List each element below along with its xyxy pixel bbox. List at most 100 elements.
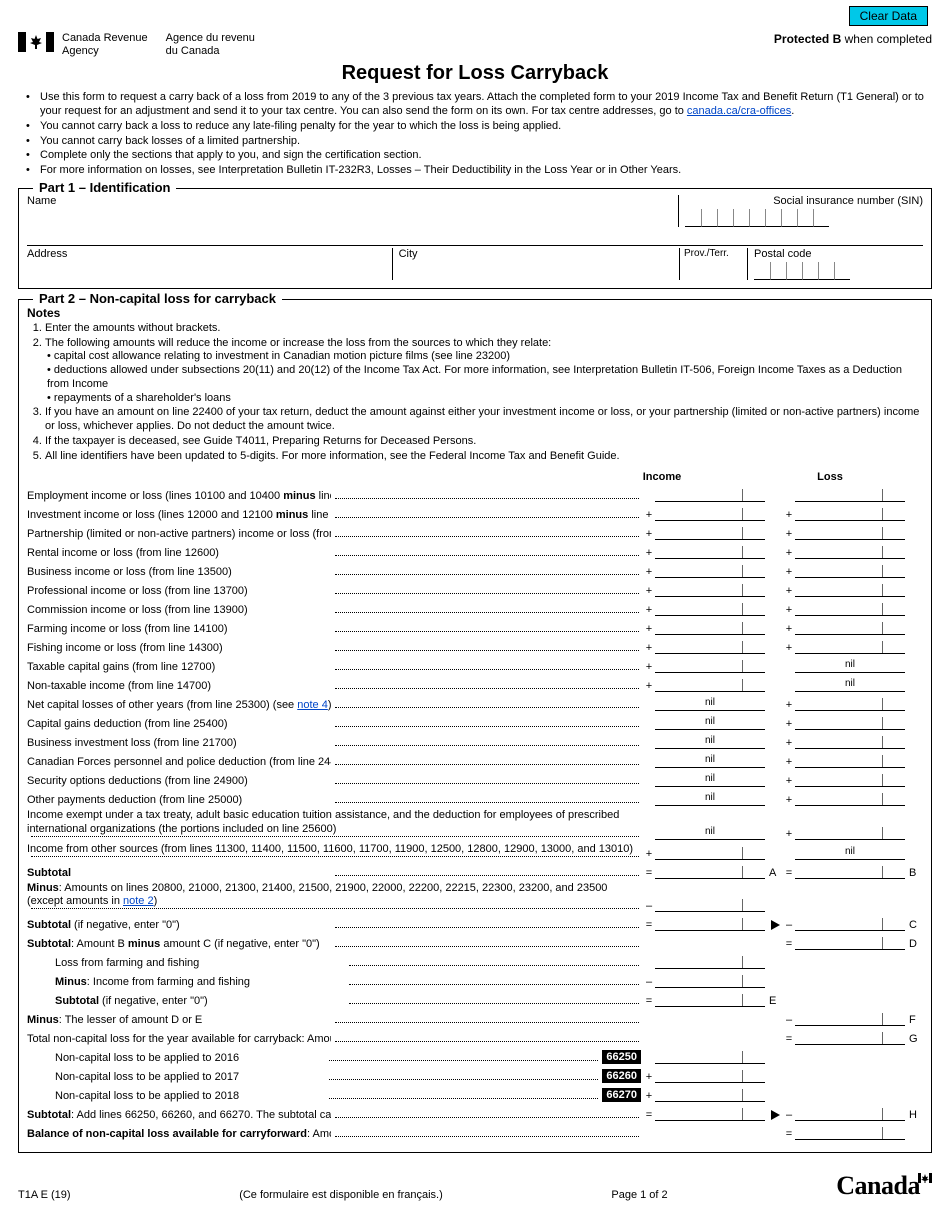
cra-offices-link[interactable]: canada.ca/cra-offices bbox=[687, 105, 791, 117]
french-note: (Ce formulaire est disponible en françai… bbox=[239, 1189, 443, 1201]
sin-input[interactable] bbox=[685, 209, 923, 227]
calc-line: Business investment loss (from line 2170… bbox=[27, 733, 923, 749]
loss-field[interactable] bbox=[795, 864, 905, 879]
calc-line: Business income or loss (from line 13500… bbox=[27, 562, 923, 578]
income-field[interactable]: nil bbox=[655, 825, 765, 840]
loss-field[interactable] bbox=[795, 734, 905, 749]
loss-field[interactable] bbox=[795, 696, 905, 711]
calc-line: Non-capital loss to be applied to 201766… bbox=[27, 1067, 923, 1083]
loss-field[interactable] bbox=[795, 772, 905, 787]
agency-block: Canada RevenueAgency Agence du revenudu … bbox=[18, 32, 255, 58]
loss-field[interactable] bbox=[795, 525, 905, 540]
loss-field[interactable] bbox=[795, 791, 905, 806]
income-field[interactable] bbox=[655, 639, 765, 654]
note4-link[interactable]: note 4 bbox=[297, 699, 328, 711]
income-field[interactable] bbox=[655, 845, 765, 860]
intro-bullet-1: Use this form to request a carry back of… bbox=[32, 91, 932, 119]
calc-line: Minus: The lesser of amount D or E–F bbox=[27, 1010, 923, 1026]
income-field[interactable] bbox=[655, 916, 765, 931]
income-field[interactable] bbox=[655, 677, 765, 692]
amount-field[interactable] bbox=[655, 1087, 765, 1102]
income-field[interactable] bbox=[655, 487, 765, 502]
calc-line: Subtotal: Add lines 66250, 66260, and 66… bbox=[27, 1105, 923, 1121]
loss-field[interactable] bbox=[795, 916, 905, 931]
amount-field[interactable] bbox=[655, 992, 765, 1007]
loss-field[interactable] bbox=[795, 1011, 905, 1026]
income-field[interactable]: nil bbox=[655, 772, 765, 787]
calc-line: Subtotal=A=B bbox=[27, 863, 923, 879]
income-field[interactable] bbox=[655, 601, 765, 616]
note-2a: capital cost allowance relating to inves… bbox=[47, 350, 923, 364]
triangle-icon bbox=[771, 920, 780, 930]
income-field[interactable]: nil bbox=[655, 791, 765, 806]
amount-field[interactable] bbox=[655, 1068, 765, 1083]
loss-field[interactable] bbox=[795, 1125, 905, 1140]
loss-field[interactable] bbox=[795, 506, 905, 521]
loss-field[interactable]: nil bbox=[795, 658, 905, 673]
calc-line: Farming income or loss (from line 14100)… bbox=[27, 619, 923, 635]
calc-line: Other payments deduction (from line 2500… bbox=[27, 790, 923, 806]
postal-input[interactable] bbox=[754, 262, 923, 280]
amount-field[interactable] bbox=[655, 1106, 765, 1121]
loss-field[interactable] bbox=[795, 1106, 905, 1121]
loss-field[interactable] bbox=[795, 544, 905, 559]
loss-field[interactable]: nil bbox=[795, 677, 905, 692]
calc-line: Security options deductions (from line 2… bbox=[27, 771, 923, 787]
loss-field[interactable] bbox=[795, 601, 905, 616]
loss-field[interactable] bbox=[795, 825, 905, 840]
calc-line: Balance of non-capital loss available fo… bbox=[27, 1124, 923, 1140]
income-field[interactable] bbox=[655, 582, 765, 597]
income-field[interactable] bbox=[655, 544, 765, 559]
calc-line: Loss from farming and fishing bbox=[27, 953, 923, 969]
intro-bullet-2: You cannot carry back a loss to reduce a… bbox=[32, 120, 932, 134]
amount-field[interactable] bbox=[655, 1049, 765, 1064]
page-number: Page 1 of 2 bbox=[611, 1189, 667, 1201]
income-field[interactable] bbox=[655, 897, 765, 912]
income-field[interactable]: nil bbox=[655, 696, 765, 711]
income-field[interactable] bbox=[655, 506, 765, 521]
income-field[interactable]: nil bbox=[655, 734, 765, 749]
calc-line: Subtotal (if negative, enter "0")=E bbox=[27, 991, 923, 1007]
income-field[interactable] bbox=[655, 864, 765, 879]
calc-line: Total non-capital loss for the year avai… bbox=[27, 1029, 923, 1045]
loss-field[interactable] bbox=[795, 753, 905, 768]
name-label: Name bbox=[27, 195, 678, 227]
loss-field[interactable] bbox=[795, 582, 905, 597]
calc-line: Taxable capital gains (from line 12700)+… bbox=[27, 657, 923, 673]
note2-link[interactable]: note 2 bbox=[123, 895, 154, 907]
calc-line: Non-capital loss to be applied to 201866… bbox=[27, 1086, 923, 1102]
intro-section: Use this form to request a carry back of… bbox=[18, 91, 932, 178]
income-field[interactable] bbox=[655, 563, 765, 578]
loss-field[interactable] bbox=[795, 715, 905, 730]
income-field[interactable] bbox=[655, 620, 765, 635]
income-field[interactable]: nil bbox=[655, 753, 765, 768]
address-label: Address bbox=[27, 248, 392, 280]
clear-data-button[interactable]: Clear Data bbox=[849, 6, 928, 26]
agency-fr-line2: du Canada bbox=[166, 45, 220, 57]
agency-fr-line1: Agence du revenu bbox=[166, 32, 255, 44]
loss-field[interactable] bbox=[795, 563, 905, 578]
loss-field[interactable]: nil bbox=[795, 845, 905, 860]
loss-field[interactable] bbox=[795, 1030, 905, 1045]
amount-field[interactable] bbox=[655, 973, 765, 988]
triangle-icon bbox=[771, 1110, 780, 1120]
income-field[interactable] bbox=[655, 658, 765, 673]
calc-line: Partnership (limited or non-active partn… bbox=[27, 524, 923, 540]
calc-line: Subtotal (if negative, enter "0")=–C bbox=[27, 915, 923, 931]
loss-field[interactable] bbox=[795, 620, 905, 635]
page-footer: T1A E (19) (Ce formulaire est disponible… bbox=[18, 1171, 932, 1201]
line-code: 66270 bbox=[602, 1088, 641, 1102]
note-5: All line identifiers have been updated t… bbox=[45, 450, 923, 464]
column-headers: Income Loss bbox=[27, 471, 923, 483]
amount-field[interactable] bbox=[655, 954, 765, 969]
loss-field[interactable] bbox=[795, 935, 905, 950]
loss-field[interactable] bbox=[795, 487, 905, 502]
loss-field[interactable] bbox=[795, 639, 905, 654]
calc-line: Minus: Amounts on lines 20800, 21000, 21… bbox=[27, 882, 923, 912]
income-field[interactable] bbox=[655, 525, 765, 540]
income-field[interactable]: nil bbox=[655, 715, 765, 730]
calc-line: Income exempt under a tax treaty, adult … bbox=[27, 809, 923, 839]
agency-en-line2: Agency bbox=[62, 45, 99, 57]
note-2c: repayments of a shareholder's loans bbox=[47, 392, 923, 406]
calc-line: Rental income or loss (from line 12600)+… bbox=[27, 543, 923, 559]
